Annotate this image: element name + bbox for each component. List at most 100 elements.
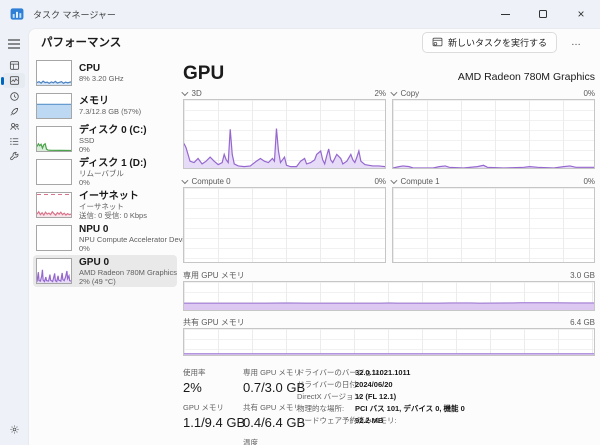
more-options-button[interactable]: … <box>571 36 582 48</box>
sidebar-item-disk0[interactable]: ディスク 0 (C:) SSD 0% <box>33 123 177 155</box>
chart-compute1-label: Compute 1 <box>400 176 440 186</box>
details-list-icon <box>9 137 18 145</box>
close-button[interactable]: × <box>562 0 600 28</box>
maximize-icon <box>539 10 547 18</box>
disk1-mini-chart <box>36 159 72 185</box>
memory-stats: 7.3/12.8 GB (57%) <box>79 107 142 116</box>
chart-compute1 <box>392 187 595 263</box>
cpu-mini-chart <box>36 60 72 86</box>
hw-reserved-memory-row: ハードウェア予約済みメモリ: 92.2 MB <box>297 416 397 425</box>
shared-mem-stat-value: 0.4/6.4 GB <box>243 415 306 430</box>
cpu-title: CPU <box>79 63 101 74</box>
maximize-button[interactable] <box>524 0 562 28</box>
minimize-icon <box>500 13 510 15</box>
driver-date-row: ドライバーの日付: 2024/06/20 <box>297 380 393 389</box>
users-icon <box>9 122 19 130</box>
dedicated-mem-stat-label: 専用 GPU メモリ <box>243 368 301 377</box>
shared-mem-stat-label: 共有 GPU メモリ <box>243 403 301 412</box>
sidebar-item-npu0[interactable]: NPU 0 NPU Compute Accelerator Device 0% <box>33 222 192 254</box>
nav-item-performance[interactable] <box>1 73 25 88</box>
chart-shared-memory <box>183 328 595 356</box>
chart-3d-value: 2% <box>374 88 386 98</box>
nav-item-details[interactable] <box>3 134 25 148</box>
chevron-down-icon <box>181 177 188 184</box>
sidebar-item-cpu[interactable]: CPU 8% 3.20 GHz <box>33 57 177 89</box>
npu-mini-chart <box>36 225 72 251</box>
chart-3d <box>183 99 386 169</box>
window-controls: × <box>486 0 600 28</box>
services-wrench-icon <box>9 151 18 160</box>
chart-3d-label: 3D <box>191 88 202 98</box>
nav-list <box>1 58 25 164</box>
utilization-label: 使用率 <box>183 368 206 377</box>
sidebar-item-memory[interactable]: メモリ 7.3/12.8 GB (57%) <box>33 90 177 122</box>
hamburger-menu-button[interactable] <box>3 34 25 54</box>
ethernet-traffic: 送信: 0 受信: 0 Kbps <box>79 210 147 220</box>
history-clock-icon <box>9 91 19 101</box>
titlebar[interactable]: タスク マネージャー × <box>0 0 600 28</box>
hamburger-icon <box>8 39 20 49</box>
minimize-button[interactable] <box>486 0 524 28</box>
disk1-usage: 0% <box>79 177 90 187</box>
nav-item-processes[interactable] <box>3 58 25 72</box>
disk0-title: ディスク 0 (C:) <box>79 124 147 136</box>
nav-item-startup-apps[interactable] <box>3 104 25 118</box>
npu-usage: 0% <box>79 243 90 253</box>
nav-item-app-history[interactable] <box>3 89 25 103</box>
gpu-device-name: AMD Radeon 780M Graphics <box>457 71 595 83</box>
dedicated-memory-label: 専用 GPU メモリ <box>183 271 245 280</box>
toolbar: パフォーマンス 新しいタスクを実行する … <box>29 29 600 55</box>
disk0-mini-chart <box>36 126 72 152</box>
gpu-memory-value: 1.1/9.4 GB <box>183 415 246 430</box>
chart-dedicated-memory <box>183 281 595 311</box>
shared-memory-scale: 6.4 GB <box>570 318 595 327</box>
directx-version-row: DirectX バージョン: 12 (FL 12.1) <box>297 392 397 401</box>
processes-icon <box>9 60 19 70</box>
gpu-device: AMD Radeon 780M Graphics <box>79 267 177 277</box>
disk1-type: リムーバブル <box>79 168 124 178</box>
navigation-rail <box>0 28 28 445</box>
content-panel: パフォーマンス 新しいタスクを実行する … CPU 8% 3.20 GHz メモ… <box>28 28 600 445</box>
run-new-task-button[interactable]: 新しいタスクを実行する <box>421 31 557 53</box>
gpu-memory-label: GPU メモリ <box>183 403 224 412</box>
settings-button[interactable] <box>0 424 28 435</box>
utilization-value: 2% <box>183 380 202 395</box>
ethernet-mini-chart <box>36 192 72 218</box>
chart-compute0-value: 0% <box>374 176 386 186</box>
run-new-task-label: 新しいタスクを実行する <box>447 37 547 48</box>
memory-mini-chart <box>36 93 72 119</box>
resource-sidebar: CPU 8% 3.20 GHz メモリ 7.3/12.8 GB (57%) ディ… <box>33 57 192 288</box>
nav-item-users[interactable] <box>3 119 25 133</box>
ethernet-adapter: イーサネット <box>79 201 124 211</box>
chart-copy-value: 0% <box>583 88 595 98</box>
chart-compute0 <box>183 187 386 263</box>
chart-header-copy[interactable]: Copy 0% <box>390 87 595 99</box>
gpu-title: GPU 0 <box>79 256 110 268</box>
shared-memory-label: 共有 GPU メモリ <box>183 318 245 327</box>
sidebar-item-disk1[interactable]: ディスク 1 (D:) リムーバブル 0% <box>33 156 177 188</box>
nav-item-services[interactable] <box>3 149 25 163</box>
chevron-down-icon <box>181 89 188 96</box>
cpu-stats: 8% 3.20 GHz <box>79 74 124 83</box>
temperature-label: 温度 <box>243 438 258 445</box>
sidebar-item-gpu0[interactable]: GPU 0 AMD Radeon 780M Graphics 2% (49 °C… <box>33 255 177 287</box>
app-title: タスク マネージャー <box>33 9 116 20</box>
gpu-stats: 使用率 2% GPU メモリ 1.1/9.4 GB 専用 GPU メモリ 0.7… <box>183 367 595 445</box>
chart-header-3d[interactable]: 3D 2% <box>181 87 386 99</box>
toolbar-actions: 新しいタスクを実行する … <box>421 31 590 53</box>
gpu-usage: 2% (49 °C) <box>79 276 116 286</box>
ethernet-title: イーサネット <box>79 190 139 202</box>
physical-location-row: 物理的な場所: PCI バス 101, デバイス 0, 機能 0 <box>297 404 465 413</box>
chart-header-compute0[interactable]: Compute 0 0% <box>181 175 386 187</box>
gpu-mini-chart <box>36 258 72 284</box>
chart-header-compute1[interactable]: Compute 1 0% <box>390 175 595 187</box>
disk0-type: SSD <box>79 135 95 145</box>
chart-compute0-label: Compute 0 <box>191 176 231 186</box>
sidebar-item-ethernet[interactable]: イーサネット イーサネット 送信: 0 受信: 0 Kbps <box>33 189 177 221</box>
rocket-icon <box>9 107 18 116</box>
gpu-page-title: GPU <box>183 63 225 84</box>
chevron-down-icon <box>390 177 397 184</box>
gpu-detail-panel: GPU AMD Radeon 780M Graphics 3D 2% Copy … <box>181 55 595 445</box>
chevron-down-icon <box>390 89 397 96</box>
chart-copy <box>392 99 595 169</box>
